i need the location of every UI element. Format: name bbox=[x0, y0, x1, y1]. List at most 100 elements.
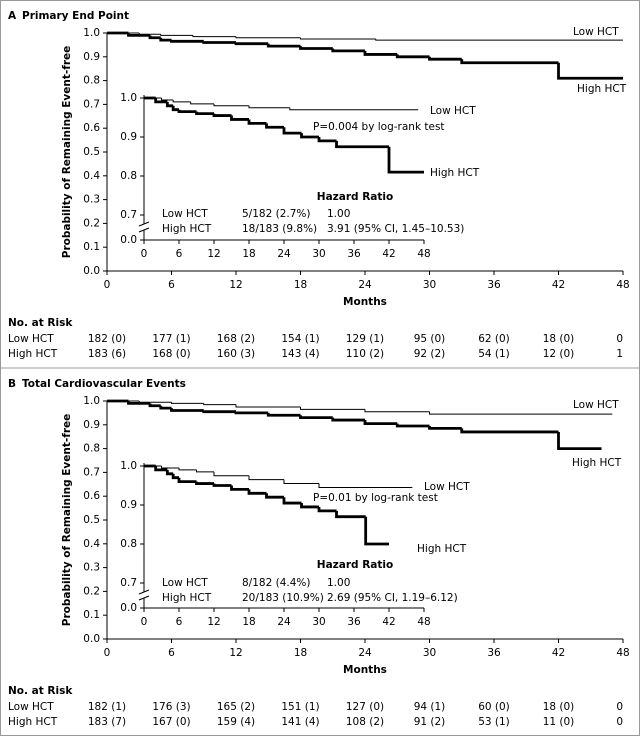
risk-table-title: No. at Risk bbox=[8, 317, 73, 329]
km-step bbox=[282, 497, 302, 505]
x-tick-label: 24 bbox=[277, 248, 291, 260]
km-step bbox=[213, 471, 249, 477]
x-tick-label: 0 bbox=[141, 248, 148, 260]
x-tick-label: 12 bbox=[207, 248, 220, 260]
series-label: High HCT bbox=[577, 83, 627, 95]
x-tick-label: 30 bbox=[312, 248, 325, 260]
axis-break bbox=[138, 227, 150, 233]
km-step bbox=[154, 98, 168, 104]
km-step bbox=[196, 469, 214, 473]
risk-cell: 110 (2) bbox=[346, 348, 384, 360]
x-tick-label: 24 bbox=[358, 279, 372, 291]
risk-cell: 159 (4) bbox=[217, 716, 255, 728]
x-tick-label: 42 bbox=[382, 616, 395, 628]
hazard-ratio-cell: High HCT bbox=[162, 592, 212, 604]
x-tick-label: 30 bbox=[312, 616, 325, 628]
hazard-ratio-cell: Low HCT bbox=[162, 208, 208, 220]
km-step bbox=[127, 33, 150, 37]
axis-break bbox=[138, 221, 150, 227]
risk-cell: 182 (1) bbox=[88, 701, 126, 713]
risk-cell: 18 (0) bbox=[543, 701, 575, 713]
panel-label: B bbox=[8, 378, 16, 390]
km-step bbox=[247, 489, 267, 495]
hazard-ratio-title: Hazard Ratio bbox=[317, 559, 393, 571]
km-step bbox=[331, 48, 365, 53]
x-tick-label: 42 bbox=[552, 647, 565, 659]
series-label: Low HCT bbox=[430, 105, 476, 117]
km-step bbox=[299, 46, 333, 50]
x-tick-label: 6 bbox=[168, 647, 175, 659]
hazard-ratio-cell: 1.00 bbox=[327, 577, 350, 589]
risk-cell: 183 (6) bbox=[88, 348, 126, 360]
y-tick-label: 0.9 bbox=[83, 51, 100, 63]
km-step bbox=[195, 481, 214, 485]
series-label: Low HCT bbox=[573, 399, 619, 411]
km-step bbox=[429, 411, 613, 415]
x-tick-label: 48 bbox=[616, 279, 629, 291]
y-tick-label: 1.0 bbox=[120, 460, 137, 472]
risk-cell: 183 (7) bbox=[88, 716, 126, 728]
risk-cell: 127 (0) bbox=[346, 701, 384, 713]
x-tick-label: 24 bbox=[358, 647, 372, 659]
risk-cell: 53 (1) bbox=[478, 716, 510, 728]
x-tick-label: 0 bbox=[104, 279, 111, 291]
y-tick-label: 0.0 bbox=[83, 265, 100, 277]
risk-cell: 154 (1) bbox=[281, 333, 319, 345]
risk-cell: 182 (0) bbox=[88, 333, 126, 345]
y-tick-label: 0.2 bbox=[83, 585, 100, 597]
km-step bbox=[230, 115, 249, 121]
risk-cell: 0 bbox=[616, 716, 623, 728]
km-step bbox=[364, 516, 389, 546]
x-tick-label: 6 bbox=[176, 616, 183, 628]
km-step bbox=[248, 475, 284, 481]
x-tick-label: 36 bbox=[347, 248, 361, 260]
km-step bbox=[300, 37, 376, 40]
km-step bbox=[248, 105, 290, 109]
km-step bbox=[300, 503, 319, 509]
panel-title: Total Cardiovascular Events bbox=[22, 378, 186, 390]
hazard-ratio-cell: 5/182 (2.7%) bbox=[242, 208, 310, 220]
y-tick-label: 0.7 bbox=[83, 466, 100, 478]
km-step bbox=[363, 420, 398, 426]
km-step bbox=[230, 485, 249, 491]
hazard-ratio-cell: 3.91 (95% CI, 1.45–10.53) bbox=[327, 223, 464, 235]
km-step bbox=[364, 409, 430, 413]
risk-row-name: High HCT bbox=[8, 348, 58, 360]
risk-cell: 151 (1) bbox=[281, 701, 319, 713]
x-tick-label: 0 bbox=[141, 616, 148, 628]
panel-label: A bbox=[8, 10, 17, 22]
axis-break bbox=[138, 595, 150, 601]
x-tick-label: 36 bbox=[347, 616, 361, 628]
km-step bbox=[318, 483, 413, 488]
y-tick-label: 0.9 bbox=[120, 131, 137, 143]
y-tick-label: 1.0 bbox=[83, 27, 100, 39]
y-tick-label: 0.8 bbox=[83, 443, 100, 455]
km-step bbox=[171, 105, 179, 112]
x-tick-label: 18 bbox=[242, 248, 255, 260]
km-step bbox=[395, 54, 430, 59]
risk-row-name: Low HCT bbox=[8, 701, 54, 713]
y-tick-label: 0.9 bbox=[120, 499, 137, 511]
x-tick-label: 30 bbox=[423, 279, 436, 291]
y-tick-label: 0.0 bbox=[83, 633, 100, 645]
km-step bbox=[335, 510, 366, 519]
km-step bbox=[212, 483, 232, 487]
x-tick-label: 48 bbox=[417, 616, 430, 628]
km-step bbox=[235, 36, 301, 39]
risk-row-name: Low HCT bbox=[8, 333, 54, 345]
y-axis-title: Probability of Remaining Event-free bbox=[61, 46, 73, 259]
km-step bbox=[202, 410, 236, 414]
km-step bbox=[282, 127, 302, 135]
y-tick-label: 0.6 bbox=[83, 490, 100, 502]
km-step bbox=[212, 113, 232, 117]
y-tick-label: 0.1 bbox=[83, 609, 100, 621]
hazard-ratio-cell: 1.00 bbox=[327, 208, 350, 220]
risk-cell: 177 (1) bbox=[152, 333, 190, 345]
y-tick-label: 0.7 bbox=[83, 98, 100, 110]
x-tick-label: 36 bbox=[487, 647, 501, 659]
km-step bbox=[148, 35, 161, 40]
risk-cell: 18 (0) bbox=[543, 333, 575, 345]
km-step bbox=[154, 466, 168, 472]
km-step bbox=[428, 425, 462, 430]
series-label: Low HCT bbox=[573, 26, 619, 38]
